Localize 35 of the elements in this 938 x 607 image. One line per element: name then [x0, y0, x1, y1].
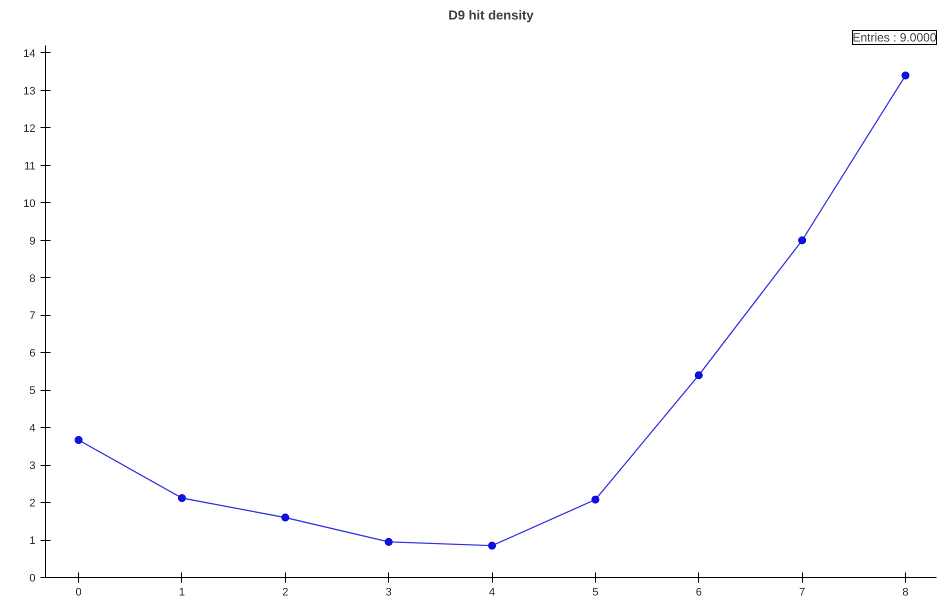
- x-tick-label: 1: [178, 586, 186, 598]
- point: [178, 494, 186, 502]
- x-tick-label: 5: [592, 586, 598, 598]
- point: [281, 514, 290, 522]
- y-tick-label: 0: [29, 572, 36, 584]
- y-tick-label: 14: [23, 48, 36, 60]
- x-tick-label: 0: [76, 586, 82, 598]
- point: [901, 71, 910, 80]
- point: [591, 496, 600, 504]
- x-tick-label: 4: [488, 586, 496, 598]
- y-tick-label: 13: [23, 85, 36, 98]
- x-tick-label: 3: [386, 586, 392, 598]
- chart-title: D9 hit density: [448, 8, 534, 22]
- y-tick-label: 11: [24, 160, 36, 172]
- y-tick-label: 6: [29, 348, 36, 360]
- x-tick-label: 8: [902, 586, 909, 598]
- y-tick-label: 1: [29, 535, 36, 548]
- y-tick-label: 10: [23, 198, 36, 210]
- x-tick-label: 6: [696, 586, 702, 598]
- y-tick-label: 4: [29, 422, 36, 435]
- point: [384, 538, 393, 546]
- point: [798, 236, 806, 244]
- y-tick-label: 2: [29, 498, 36, 510]
- text: Entries : 9.0000: [852, 30, 937, 44]
- y-tick-label: 12: [23, 122, 36, 135]
- point: [694, 371, 703, 380]
- y-tick-label: 5: [29, 385, 36, 398]
- point: [488, 542, 496, 550]
- point: [74, 436, 83, 444]
- y-tick-label: 8: [29, 272, 36, 285]
- y-tick-label: 7: [29, 310, 36, 322]
- x-tick-label: 2: [282, 586, 288, 598]
- x-tick-label: 7: [799, 586, 806, 598]
- y-tick-label: 9: [29, 235, 36, 248]
- y-tick-label: 3: [29, 460, 36, 472]
